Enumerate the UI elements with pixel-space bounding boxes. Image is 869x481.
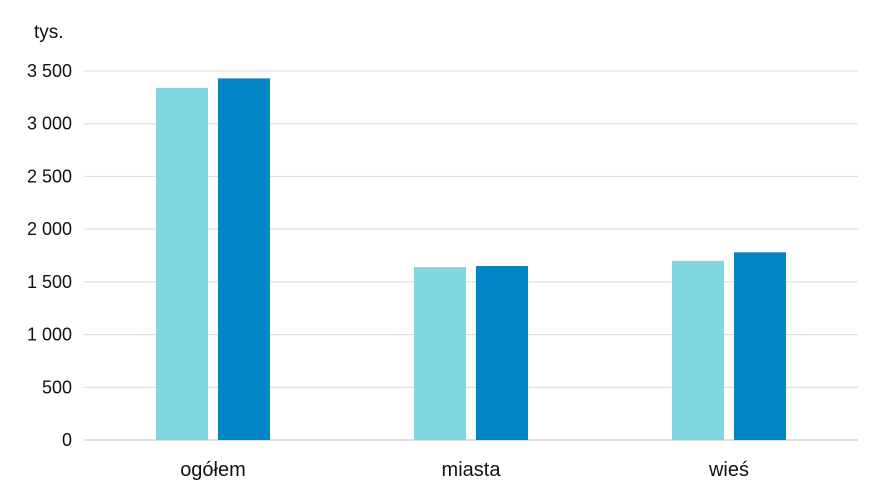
bars: [156, 78, 786, 441]
bar-series-1: [672, 260, 724, 440]
gridlines: [84, 70, 858, 441]
bar-series-2: [476, 266, 528, 440]
y-tick-label: 2 000: [27, 219, 72, 239]
y-axis-unit-label: tys.: [34, 22, 64, 43]
x-category-label: miasta: [442, 459, 502, 481]
y-tick-label: 3 500: [27, 61, 72, 81]
x-category-label: wieś: [708, 459, 749, 481]
y-tick-label: 3 000: [27, 114, 72, 134]
bar-series-2: [218, 78, 270, 440]
y-tick-label: 1 500: [27, 272, 72, 292]
y-tick-label: 2 500: [27, 166, 72, 186]
bar-series-1: [156, 87, 208, 441]
y-axis-tick-labels: 0 500 1 000 1 500 2 000 2 500 3 000 3 500: [27, 61, 72, 450]
y-tick-label: 0: [62, 430, 72, 450]
x-category-label: ogółem: [180, 459, 246, 481]
bar-series-2: [734, 252, 786, 440]
x-axis-category-labels: ogółem miasta wieś: [180, 459, 749, 481]
y-tick-label: 1 000: [27, 325, 72, 345]
bar-series-1: [414, 267, 466, 440]
y-tick-label: 500: [42, 377, 72, 397]
